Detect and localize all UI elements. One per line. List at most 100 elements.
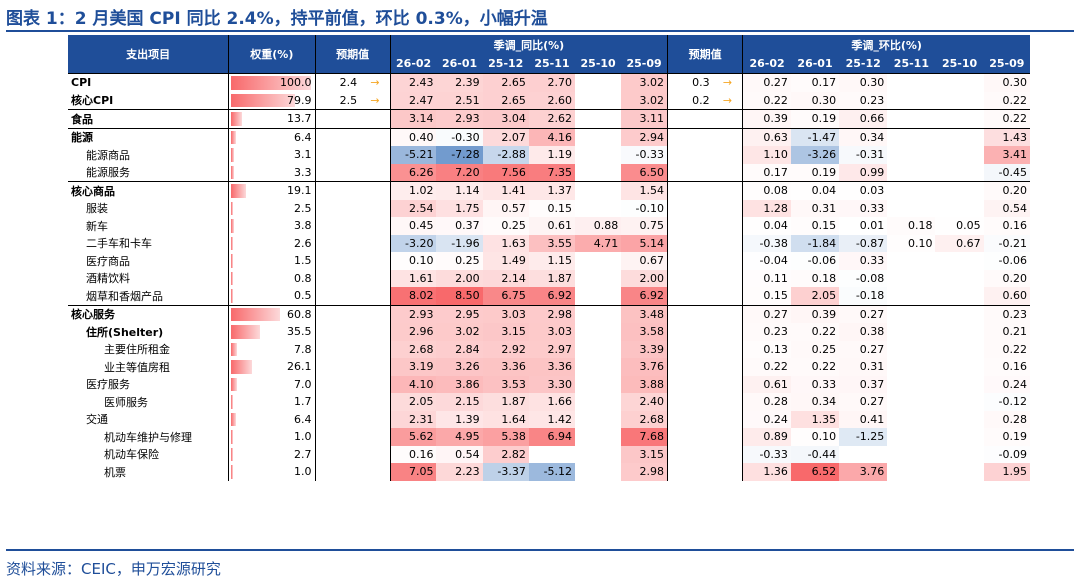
mom-value: 0.25 xyxy=(790,340,840,358)
mom-value: -0.33 xyxy=(742,445,791,463)
weight-bar xyxy=(231,289,234,303)
mom-value: 0.04 xyxy=(790,181,840,200)
arrow-right-icon: → xyxy=(370,93,380,107)
table-row: 新车 3.8 0.45 0.37 0.25 0.61 0.88 0.75 0.04 0.15 0.0… xyxy=(68,217,1030,235)
mom-value: 0.22 xyxy=(983,340,1030,358)
forecast-mom-value xyxy=(666,146,713,164)
table-row: 二手车和卡车 2.6 -3.20 -1.96 1.63 3.55 4.71 5.14 -0.38… xyxy=(68,234,1030,252)
yoy-value: 3.76 xyxy=(621,358,668,376)
yoy-value: 3.48 xyxy=(621,304,668,323)
weight-cell: 1.7 xyxy=(228,393,315,411)
arrow-right-icon xyxy=(360,463,390,481)
yoy-value: 2.92 xyxy=(482,340,529,358)
yoy-value: -0.10 xyxy=(621,199,668,217)
yoy-value: 7.68 xyxy=(621,428,668,446)
arrow-right-icon xyxy=(712,181,743,200)
arrow-right-icon xyxy=(360,270,390,288)
mom-value xyxy=(935,199,984,217)
arrow-right-icon xyxy=(713,428,743,446)
yoy-value: 3.03 xyxy=(482,304,529,323)
weight-bar xyxy=(231,271,234,285)
arrow-right-icon: → xyxy=(712,73,743,92)
table-row: 酒精饮料 0.8 1.61 2.00 2.14 1.87 2.00 0.11 0.18 -0.08… xyxy=(68,269,1030,288)
yoy-value: 6.92 xyxy=(621,287,668,305)
table-row: 食品 13.7 3.14 2.93 3.04 2.62 3.11 0.39 0.19 0.66 0.… xyxy=(68,109,1030,128)
yoy-value: 2.96 xyxy=(389,323,437,341)
yoy-value: 2.65 xyxy=(482,91,529,110)
weight-cell: 2.5 xyxy=(228,199,315,217)
weight-cell: 79.9 xyxy=(228,91,315,110)
forecast-mom-value xyxy=(666,199,713,217)
forecast-yoy-value xyxy=(314,375,361,393)
mom-value: -0.18 xyxy=(839,287,888,305)
mom-value: -0.45 xyxy=(983,163,1030,182)
mom-value xyxy=(887,91,936,110)
yoy-value: 2.82 xyxy=(482,445,529,463)
row-label: 食品 xyxy=(68,109,229,128)
mom-value: 6.52 xyxy=(790,463,840,481)
arrow-right-icon xyxy=(360,200,390,218)
weight-cell: 3.8 xyxy=(228,217,315,235)
mom-value xyxy=(887,127,936,146)
mom-value xyxy=(887,109,936,128)
mom-value: 0.33 xyxy=(790,375,840,393)
mom-value: 0.33 xyxy=(839,199,888,217)
mom-value: 0.99 xyxy=(839,163,888,182)
weight-cell: 3.3 xyxy=(228,163,315,182)
weight-cell: 1.5 xyxy=(228,252,315,270)
yoy-value: 1.02 xyxy=(389,181,437,200)
mom-value: 0.18 xyxy=(887,217,936,235)
yoy-value: 0.40 xyxy=(389,127,437,146)
mom-value: 0.24 xyxy=(742,410,791,428)
weight-value: 0.5 xyxy=(294,289,312,303)
arrow-right-icon xyxy=(713,252,743,270)
yoy-value: 4.71 xyxy=(575,234,622,252)
table-row: 核心CPI 79.9 2.5 → 2.47 2.51 2.65 2.60 3.02 0.2 → 0.2… xyxy=(68,91,1030,110)
yoy-value: 1.19 xyxy=(528,146,576,164)
mom-value: -0.21 xyxy=(983,234,1030,252)
arrow-right-icon xyxy=(713,323,743,341)
yoy-value: 1.75 xyxy=(436,199,483,217)
forecast-yoy-value xyxy=(314,393,361,411)
forecast-mom-value xyxy=(666,269,713,287)
yoy-value xyxy=(575,463,622,481)
row-label: 医师服务 xyxy=(104,395,148,409)
mom-value: 0.23 xyxy=(983,304,1030,323)
row-label: 住所(Shelter) xyxy=(86,325,164,339)
yoy-value: 3.15 xyxy=(621,445,668,463)
weight-cell: 35.5 xyxy=(228,323,315,341)
mom-value xyxy=(887,304,936,323)
forecast-yoy-value xyxy=(314,199,361,217)
row-label: 能源商品 xyxy=(86,148,130,162)
mom-value: -0.08 xyxy=(839,269,888,287)
mom-value: -0.38 xyxy=(742,234,791,252)
arrow-right-icon xyxy=(713,411,743,429)
mom-value xyxy=(887,428,936,446)
yoy-value: 2.39 xyxy=(436,73,483,92)
yoy-value: 0.88 xyxy=(575,217,622,235)
mom-value: 0.10 xyxy=(790,428,840,446)
mom-value xyxy=(887,287,936,305)
mom-value: 0.19 xyxy=(790,109,840,128)
table-row: 服装 2.5 2.54 1.75 0.57 0.15 -0.10 1.28 0.31 0.33 0.… xyxy=(68,199,1030,218)
mom-value: -0.12 xyxy=(983,393,1030,411)
yoy-value: 3.02 xyxy=(436,323,483,341)
mom-value xyxy=(935,410,984,428)
weight-bar xyxy=(231,447,234,461)
yoy-value xyxy=(575,287,622,305)
yoy-value: 6.75 xyxy=(482,287,529,305)
yoy-value xyxy=(575,323,622,341)
source-note: 资料来源：CEIC，申万宏源研究 xyxy=(6,560,221,578)
arrow-right-icon xyxy=(713,164,743,182)
row-label: 核心服务 xyxy=(68,304,229,323)
forecast-yoy-value xyxy=(314,463,361,481)
mom-value xyxy=(935,146,984,164)
yoy-value xyxy=(575,410,622,428)
yoy-value: 7.56 xyxy=(482,163,529,182)
mom-value xyxy=(839,445,888,463)
yoy-value: 0.45 xyxy=(389,217,437,235)
weight-cell: 26.1 xyxy=(228,358,315,376)
mom-value: 0.11 xyxy=(742,269,791,287)
forecast-mom-value xyxy=(666,109,713,128)
weight-cell: 13.7 xyxy=(228,109,315,128)
